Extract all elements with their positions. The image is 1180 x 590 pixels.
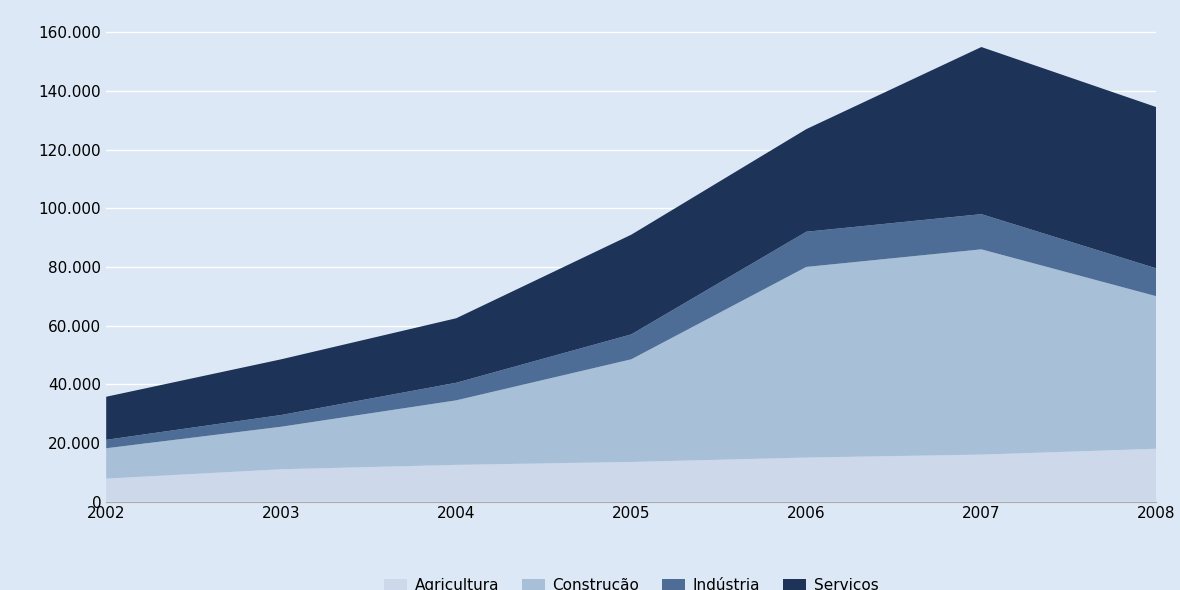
- Legend: Agricultura, Construção, Indústria, Serviços: Agricultura, Construção, Indústria, Serv…: [378, 572, 885, 590]
